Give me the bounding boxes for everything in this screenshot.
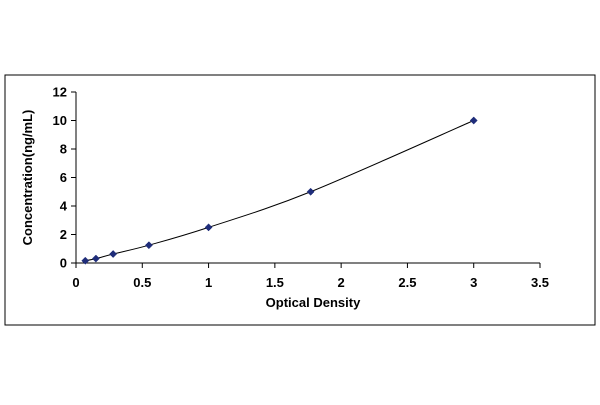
data-point (144, 241, 153, 250)
data-point (91, 254, 100, 263)
y-tick-label: 8 (60, 142, 67, 157)
data-point (469, 116, 478, 125)
y-tick-label: 4 (60, 199, 68, 214)
data-point (204, 223, 213, 232)
y-tick-label: 0 (60, 256, 67, 271)
y-tick-label: 10 (53, 113, 67, 128)
y-tick-label: 2 (60, 227, 67, 242)
data-points (81, 116, 478, 265)
x-tick-label: 2 (338, 275, 345, 290)
data-point (306, 187, 315, 196)
x-tick-label: 0 (72, 275, 79, 290)
x-ticks: 0 0.5 1 1.5 2 2.5 3 3.5 (72, 263, 549, 290)
x-tick-label: 0.5 (133, 275, 151, 290)
y-tick-label: 12 (53, 85, 67, 100)
x-tick-label: 3.5 (531, 275, 549, 290)
x-tick-label: 1.5 (266, 275, 284, 290)
data-point (109, 250, 118, 258)
y-tick-label: 6 (60, 170, 67, 185)
y-axis-title: Concentration(ng/mL) (20, 110, 35, 246)
x-axis-title: Optical Density (266, 295, 361, 310)
chart-border (4, 74, 596, 326)
x-tick-label: 2.5 (398, 275, 416, 290)
data-point (81, 256, 90, 265)
x-tick-label: 1 (205, 275, 212, 290)
x-tick-label: 3 (470, 275, 477, 290)
y-ticks: 0 2 4 6 8 10 12 (53, 85, 76, 271)
